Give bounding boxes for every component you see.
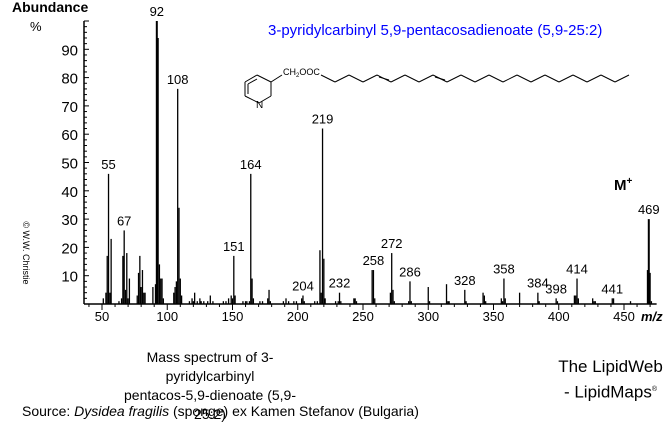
source-species: Dysidea fragilis xyxy=(74,403,170,419)
caption-line-2: pentacos-5,9-dienoate (5,9-25:2) xyxy=(124,387,296,422)
svg-text:450: 450 xyxy=(613,309,635,324)
svg-text:204: 204 xyxy=(292,279,314,294)
svg-text:414: 414 xyxy=(566,262,588,277)
svg-text:40: 40 xyxy=(61,184,78,201)
svg-text:441: 441 xyxy=(601,281,623,296)
spectrum-peaks xyxy=(102,21,653,304)
brand-line-2: - LipidMaps xyxy=(563,382,652,402)
compound-title: 3-pyridylcarbinyl 5,9-pentacosadienoate … xyxy=(268,22,603,39)
svg-text:50: 50 xyxy=(61,156,78,173)
y-axis-title: Abundance xyxy=(12,0,89,15)
svg-text:272: 272 xyxy=(381,236,403,251)
svg-text:358: 358 xyxy=(493,262,515,277)
svg-text:55: 55 xyxy=(101,157,115,172)
x-axis-unit: m/z xyxy=(641,309,663,324)
svg-text:10: 10 xyxy=(61,269,78,286)
peak-labels: 55 67 92 108 151 164 204 219 232 258 272 286 328 358 3… xyxy=(101,4,659,296)
chemical-structure: N CH2OOC xyxy=(244,67,630,111)
figure-caption: Mass spectrum of 3-pyridylcarbinyl penta… xyxy=(110,348,310,424)
svg-text:100: 100 xyxy=(156,309,178,324)
svg-text:250: 250 xyxy=(352,309,374,324)
svg-text:350: 350 xyxy=(483,309,505,324)
brand-block: The LipidWeb - LipidMaps® xyxy=(548,355,671,404)
svg-text:150: 150 xyxy=(222,309,244,324)
brand-line-1: The LipidWeb xyxy=(558,357,663,376)
svg-text:151: 151 xyxy=(223,239,245,254)
svg-text:400: 400 xyxy=(548,309,570,324)
svg-text:70: 70 xyxy=(61,99,78,116)
svg-text:108: 108 xyxy=(167,72,189,87)
mass-spectrum-chart: 10 20 30 40 50 60 70 80 90 50 100 150 200 250 300 350 40… xyxy=(61,4,663,324)
svg-text:232: 232 xyxy=(329,276,351,291)
svg-text:50: 50 xyxy=(95,309,109,324)
svg-text:30: 30 xyxy=(61,212,78,229)
svg-text:200: 200 xyxy=(287,309,309,324)
svg-text:164: 164 xyxy=(240,157,262,172)
svg-text:90: 90 xyxy=(61,42,78,59)
svg-text:398: 398 xyxy=(545,281,567,296)
svg-text:N: N xyxy=(256,100,263,111)
svg-text:CH2OOC: CH2OOC xyxy=(283,67,320,79)
source-prefix: Source: xyxy=(22,403,71,419)
svg-text:384: 384 xyxy=(527,276,549,291)
svg-text:286: 286 xyxy=(399,264,421,279)
svg-text:80: 80 xyxy=(61,71,78,88)
caption-line-1: Mass spectrum of 3-pyridylcarbinyl xyxy=(146,349,274,384)
svg-text:219: 219 xyxy=(312,112,334,127)
svg-text:20: 20 xyxy=(61,240,78,257)
svg-text:328: 328 xyxy=(454,273,476,288)
svg-text:469: 469 xyxy=(638,202,660,217)
source-line: Source: Dysidea fragilis (sponge) ex Kam… xyxy=(22,403,419,419)
svg-text:67: 67 xyxy=(117,213,131,228)
svg-text:92: 92 xyxy=(150,4,164,19)
svg-text:258: 258 xyxy=(363,253,385,268)
chart-axes: 10 20 30 40 50 60 70 80 90 50 100 150 200 250 300 350 40… xyxy=(61,20,657,324)
source-suffix: (sponge) ex Kamen Stefanov (Bulgaria) xyxy=(172,403,419,419)
molecular-ion-label: M+ xyxy=(614,176,633,194)
svg-text:60: 60 xyxy=(61,127,78,144)
y-axis-unit: % xyxy=(30,19,42,34)
registered-mark: ® xyxy=(651,386,658,393)
svg-text:300: 300 xyxy=(417,309,439,324)
